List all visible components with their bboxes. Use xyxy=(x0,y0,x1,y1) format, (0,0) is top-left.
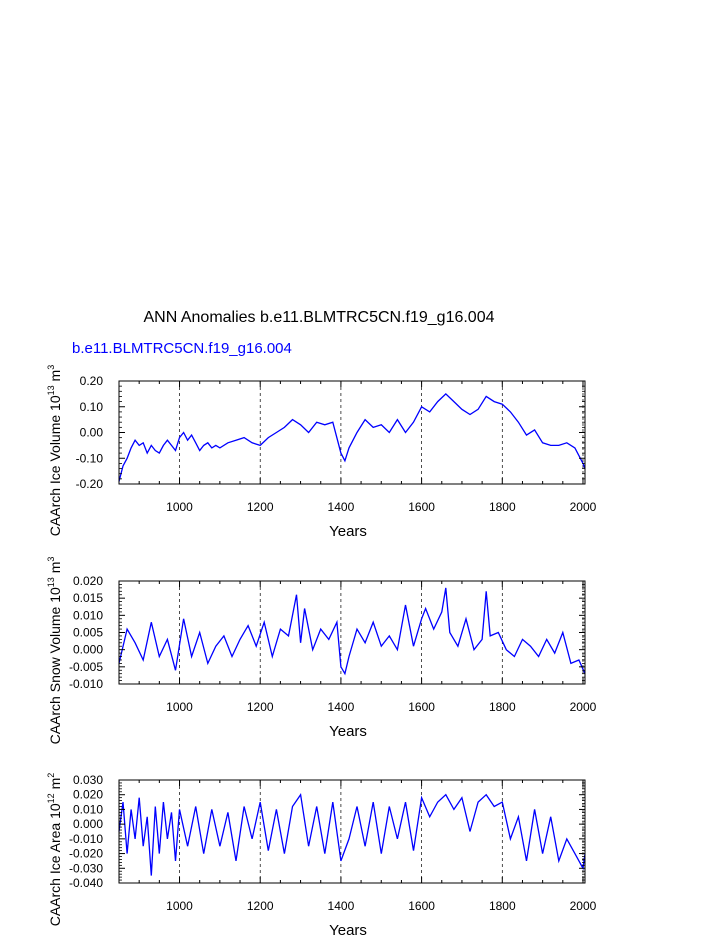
y-tick-label: -0.040 xyxy=(69,876,103,890)
x-axis-label: Years xyxy=(329,523,367,540)
chart-title: ANN Anomalies b.e11.BLMTRC5CN.f19_g16.00… xyxy=(144,309,495,326)
x-tick-label: 1000 xyxy=(166,500,193,514)
plot-frame xyxy=(118,580,586,685)
x-tick-label: 1200 xyxy=(247,700,274,714)
y-tick-label: 0.10 xyxy=(80,400,104,414)
series-line xyxy=(118,792,586,876)
y-tick-label: -0.10 xyxy=(76,451,104,465)
x-tick-label: 1600 xyxy=(408,899,435,913)
panel-ice-area: 1000 1200 1400 1600 1800 2000 0.0300.0200.0100… xyxy=(46,773,597,935)
plot-frame xyxy=(118,380,586,485)
x-tick-label: 1400 xyxy=(328,899,355,913)
y-axis-label: CAArch Ice Area 1012 m2 xyxy=(46,773,63,927)
y-tick-label: 0.005 xyxy=(73,626,103,640)
y-tick-label: 0.020 xyxy=(73,574,103,588)
panel-ice-volume: 1000 1200 1400 1600 1800 2000 0.20 0.10 0.00 -0.1… xyxy=(46,365,597,540)
x-axis-label: Years xyxy=(329,723,367,740)
y-tick-label: -0.20 xyxy=(76,477,104,491)
x-axis-label: Years xyxy=(329,922,367,935)
y-tick-label: -0.010 xyxy=(69,677,103,691)
x-tick-label: 1400 xyxy=(328,500,355,514)
y-tick-label: 0.020 xyxy=(73,788,103,802)
x-tick-label: 1600 xyxy=(408,500,435,514)
y-tick-label: 0.000 xyxy=(73,817,103,831)
x-tick-label: 1600 xyxy=(408,700,435,714)
y-tick-label: -0.020 xyxy=(69,847,103,861)
x-tick-label: 2000 xyxy=(570,899,597,913)
y-axis-label: CAArch Ice Volume 1013 m3 xyxy=(46,365,63,536)
x-tick-label: 1800 xyxy=(489,700,516,714)
x-tick-label: 2000 xyxy=(570,500,597,514)
y-tick-label: 0.015 xyxy=(73,591,103,605)
x-tick-label: 1000 xyxy=(166,899,193,913)
x-tick-label: 1200 xyxy=(247,899,274,913)
x-tick-label: 2000 xyxy=(570,700,597,714)
x-tick-label: 1000 xyxy=(166,700,193,714)
panel-snow-volume: 1000 1200 1400 1600 1800 2000 0.020 0.015 0.010 0… xyxy=(46,557,597,745)
x-tick-label: 1800 xyxy=(489,899,516,913)
y-tick-label: -0.030 xyxy=(69,861,103,875)
series-line xyxy=(118,393,586,482)
y-tick-label: -0.005 xyxy=(69,660,103,674)
x-tick-label: 1200 xyxy=(247,500,274,514)
series-line xyxy=(118,587,586,676)
y-tick-label: 0.20 xyxy=(80,374,104,388)
legend-label: b.e11.BLMTRC5CN.f19_g16.004 xyxy=(72,340,292,357)
y-tick-label: 0.010 xyxy=(73,608,103,622)
x-tick-label: 1400 xyxy=(328,700,355,714)
y-tick-label: 0.010 xyxy=(73,802,103,816)
y-tick-label: 0.030 xyxy=(73,773,103,787)
y-tick-label: 0.00 xyxy=(80,426,104,440)
y-tick-label: -0.010 xyxy=(69,832,103,846)
y-tick-label: 0.000 xyxy=(73,643,103,657)
x-tick-label: 1800 xyxy=(489,500,516,514)
y-axis-label: CAArch Snow Volume 1013 m3 xyxy=(46,557,63,745)
plot-frame xyxy=(118,779,586,884)
